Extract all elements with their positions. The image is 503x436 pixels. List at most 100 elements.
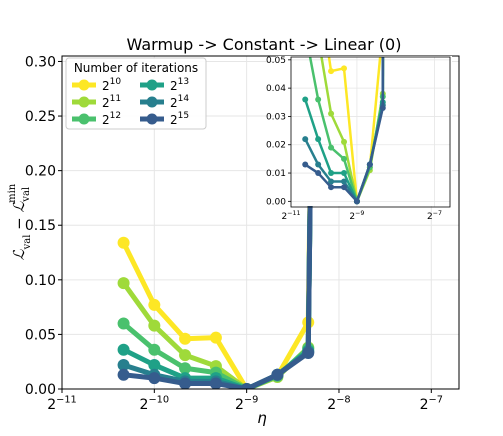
- inset-data-point: [328, 144, 335, 151]
- data-point: [117, 236, 130, 249]
- inset-data-point: [379, 104, 386, 111]
- y-tick-label: 0.30: [25, 54, 56, 70]
- inset-data-point: [315, 96, 322, 103]
- inset-data-point: [328, 184, 335, 191]
- inset-data-point: [341, 184, 348, 191]
- legend-title: Number of iterations: [74, 61, 198, 75]
- x-axis-label: η: [257, 409, 267, 427]
- legend-entry-13: 213: [140, 77, 189, 93]
- inset-data-point: [341, 65, 348, 72]
- data-point: [179, 332, 192, 345]
- y-tick-label: 0.00: [25, 382, 56, 398]
- svg-text:ℒval − ℒvalmin: ℒval − ℒvalmin: [7, 183, 33, 260]
- inset-data-point: [341, 170, 348, 177]
- data-point: [117, 277, 130, 290]
- inset-data-point: [328, 68, 335, 75]
- inset-chart: 2−11 2−9 2−7 0.00 0.01 0.02 0.03 0.04 0.05: [266, 0, 452, 222]
- data-point: [179, 349, 192, 362]
- main-ticks: 2−11 2−10 2−9 2−8 2−7 0.00 0.05 0.10 0.15 0.20 0.2…: [25, 54, 443, 413]
- x-tick-label: 2−8: [327, 395, 350, 413]
- data-point: [302, 346, 315, 359]
- inset-data-point: [328, 110, 335, 117]
- x-tick-label: 2−7: [420, 395, 443, 413]
- legend-label: 215: [170, 111, 189, 127]
- legend-box: [65, 57, 207, 130]
- inset-data-point: [328, 178, 335, 185]
- inset-data-point: [302, 29, 308, 35]
- inset-series: [302, 0, 386, 205]
- legend-marker: [78, 113, 90, 125]
- legend-label: 213: [170, 77, 189, 93]
- y-tick-label: 0.10: [25, 273, 56, 289]
- legend-entry-14: 214: [140, 94, 189, 110]
- y-tick-label: 0.25: [25, 109, 56, 125]
- data-point: [179, 362, 192, 375]
- inset-x-tick-label: 2−9: [349, 210, 364, 222]
- x-tick-label: 2−10: [140, 395, 170, 413]
- main-plot-frame: [61, 55, 460, 390]
- inset-y-tick-label: 0.05: [266, 56, 286, 66]
- inset-data-point: [302, 136, 309, 143]
- inset-y-tick-label: 0.00: [266, 197, 286, 207]
- data-point: [209, 377, 222, 389]
- inset-data-point: [315, 136, 322, 143]
- data-point: [117, 343, 130, 356]
- inset-x-tick-label: 2−11: [281, 210, 300, 222]
- legend-marker: [146, 113, 158, 125]
- data-point: [148, 298, 161, 311]
- inset-data-point: [353, 198, 360, 205]
- inset-y-tick-label: 0.03: [266, 112, 286, 122]
- legend-entry-15: 215: [140, 111, 189, 127]
- data-point: [117, 368, 130, 381]
- data-point: [271, 368, 284, 381]
- data-point: [148, 372, 161, 385]
- inset-y-tick-label: 0.01: [266, 169, 286, 179]
- data-point: [117, 358, 130, 371]
- inset-data-point: [341, 155, 348, 162]
- inset-data-point: [380, 26, 386, 32]
- data-point: [117, 317, 130, 330]
- y-tick-label: 0.05: [25, 327, 56, 343]
- legend-marker: [146, 79, 158, 91]
- inset-data-point: [315, 161, 322, 168]
- inset-y-tick-label: 0.04: [266, 84, 286, 94]
- y-tick-label: 0.15: [25, 218, 56, 234]
- inset-data-point: [341, 178, 348, 185]
- legend-label: 212: [102, 111, 121, 127]
- data-point: [179, 377, 192, 389]
- data-point: [148, 343, 161, 356]
- inset-data-point: [302, 161, 309, 168]
- legend-marker: [78, 96, 90, 108]
- inset-series-spike: [383, 0, 384, 29]
- data-point: [148, 358, 161, 371]
- inset-y-tick-label: 0.02: [266, 141, 286, 151]
- inset-data-point: [302, 96, 309, 103]
- data-point: [148, 319, 161, 332]
- legend-label: 214: [170, 94, 189, 110]
- inset-series-15: [302, 57, 386, 205]
- legend-marker: [78, 79, 90, 91]
- legend-entry-12: 212: [72, 111, 121, 127]
- legend-entry-11: 211: [72, 94, 121, 110]
- x-tick-label: 2−11: [47, 395, 77, 413]
- legend-label: 210: [102, 77, 121, 93]
- inset-frame: [290, 56, 451, 208]
- x-tick-label: 2−9: [235, 395, 258, 413]
- legend-marker: [146, 96, 158, 108]
- data-point: [240, 383, 253, 389]
- inset-data-point: [315, 170, 322, 177]
- legend-entry-10: 210: [72, 77, 121, 93]
- legend-label: 211: [102, 94, 121, 110]
- data-point: [209, 331, 222, 344]
- inset-data-point: [328, 170, 335, 177]
- y-axis-label: ℒval − ℒvalmin: [7, 183, 33, 260]
- inset-series-lines: [302, 0, 386, 205]
- y-tick-label: 0.20: [25, 164, 56, 180]
- inset-x-tick-label: 2−7: [427, 210, 442, 222]
- chart-title: Warmup -> Constant -> Linear (0): [127, 35, 402, 54]
- inset-ticks: 2−11 2−9 2−7 0.00 0.01 0.02 0.03 0.04 0.05: [266, 56, 442, 222]
- inset-data-point: [366, 161, 373, 168]
